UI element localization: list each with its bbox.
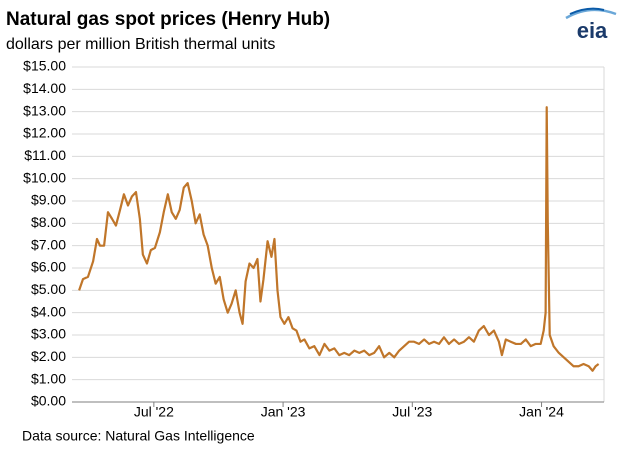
logo-text: eia (577, 18, 608, 43)
logo-arc (569, 7, 605, 15)
y-tick-label: $12.00 (23, 125, 66, 141)
y-tick-label: $10.00 (23, 169, 66, 185)
x-tick-label: Jul '23 (392, 404, 432, 420)
y-tick-label: $1.00 (31, 370, 66, 386)
chart-subtitle: dollars per million British thermal unit… (6, 36, 275, 53)
y-tick-label: $0.00 (31, 393, 66, 409)
logo-arc (565, 8, 617, 20)
chart-title: Natural gas spot prices (Henry Hub) (6, 9, 330, 30)
y-tick-label: $6.00 (31, 259, 66, 275)
y-tick-label: $7.00 (31, 236, 66, 252)
y-tick-label: $14.00 (23, 80, 66, 96)
price-line (78, 106, 600, 372)
y-tick-label: $2.00 (31, 348, 66, 364)
x-tick-label: Jan '24 (519, 404, 564, 420)
y-tick-label: $3.00 (31, 326, 66, 342)
y-tick-label: $5.00 (31, 281, 66, 297)
y-tick-label: $4.00 (31, 303, 66, 319)
x-tick-label: Jan '23 (261, 404, 306, 420)
source-note: Data source: Natural Gas Intelligence (22, 428, 255, 444)
y-tick-label: $11.00 (24, 147, 66, 163)
y-tick-label: $8.00 (31, 214, 66, 230)
y-tick-label: $13.00 (23, 102, 66, 118)
logo: eia (565, 7, 617, 43)
y-tick-label: $9.00 (31, 192, 66, 208)
x-tick-label: Jul '22 (134, 404, 174, 420)
y-tick-label: $15.00 (23, 58, 66, 74)
